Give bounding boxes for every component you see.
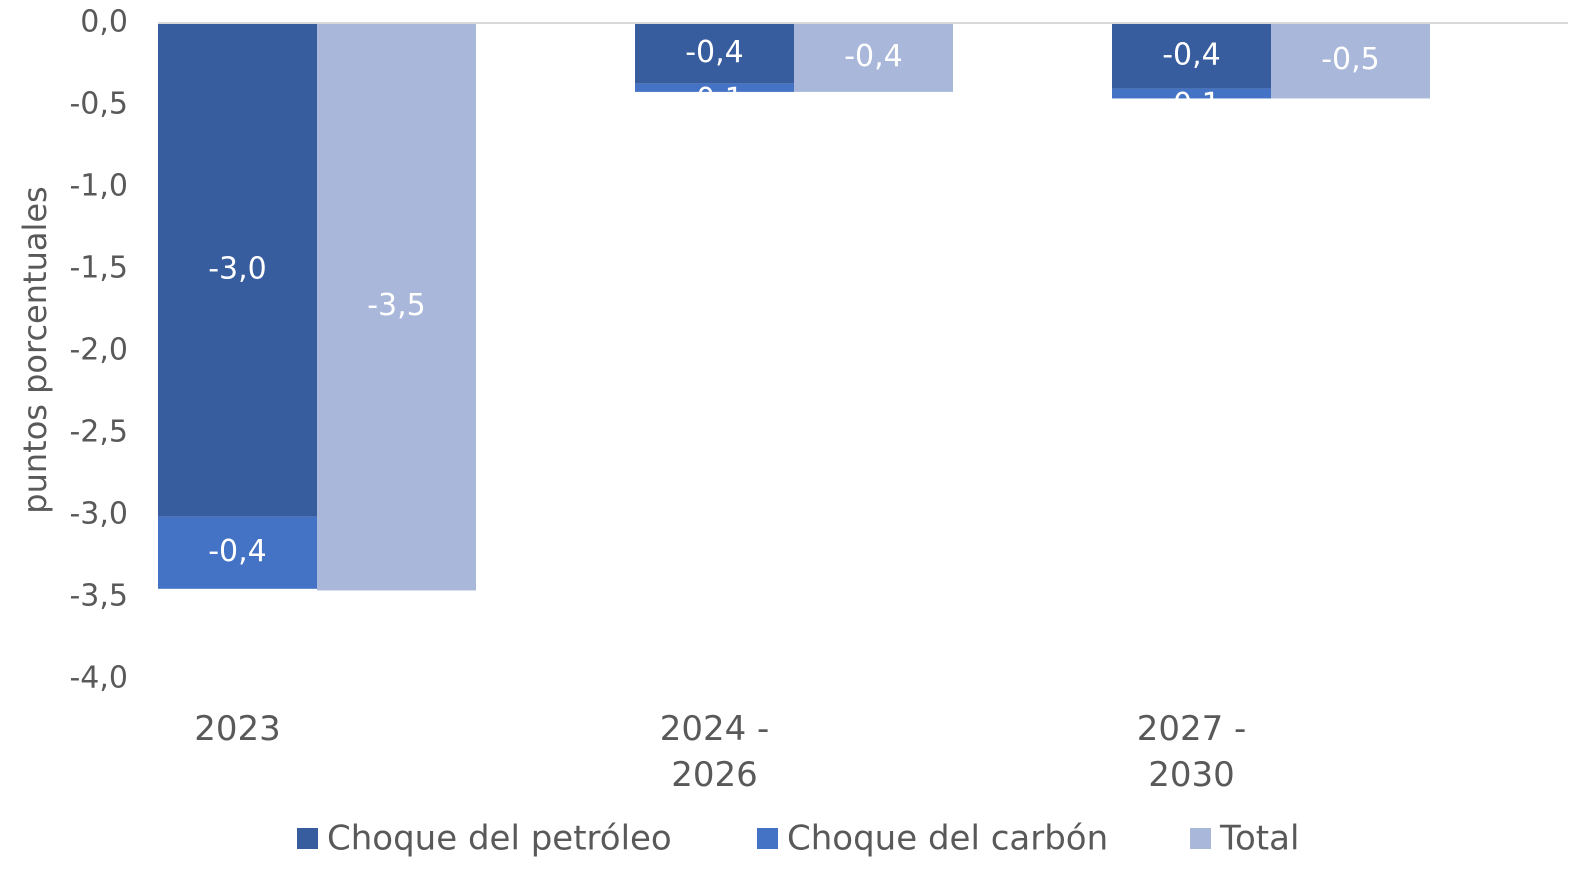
data-label: -0,4 — [844, 39, 903, 74]
bar — [1112, 23, 1271, 89]
y-tick-label: -3,5 — [69, 579, 128, 614]
x-tick-label: 2027 - 2030 — [1136, 709, 1247, 795]
bar — [317, 23, 476, 591]
bar — [635, 83, 794, 92]
y-tick-label: 0,0 — [80, 5, 128, 40]
bar — [635, 23, 794, 84]
data-label: -0,4 — [208, 534, 267, 569]
legend-swatch — [1190, 828, 1211, 849]
y-tick-label: -0,5 — [69, 87, 128, 122]
y-tick-label: -2,5 — [69, 415, 128, 450]
y-tick-label: -1,0 — [69, 169, 128, 204]
data-label: -0,4 — [685, 35, 744, 70]
legend-swatch — [757, 828, 778, 849]
bar — [1112, 88, 1271, 99]
bar — [794, 23, 953, 92]
y-tick-label: -3,0 — [69, 497, 128, 532]
y-axis-label: puntos porcentuales — [16, 186, 54, 513]
legend-label: Choque del carbón — [787, 819, 1108, 859]
y-tick-label: -1,5 — [69, 251, 128, 286]
y-tick-label: -2,0 — [69, 333, 128, 368]
bar — [158, 23, 317, 517]
bar — [158, 516, 317, 589]
x-tick-label: 2023 — [194, 709, 281, 749]
legend-swatch — [297, 828, 318, 849]
y-tick-label: -4,0 — [69, 661, 128, 696]
data-label: -0,1 — [685, 82, 744, 117]
data-label: -0,5 — [1321, 42, 1380, 77]
legend-label: Choque del petróleo — [327, 819, 672, 859]
legend-label: Total — [1219, 819, 1299, 859]
bar — [1271, 23, 1430, 99]
data-label: -3,0 — [208, 251, 267, 286]
x-tick-label: 2024 - 2026 — [659, 709, 770, 795]
data-label: -3,5 — [367, 288, 426, 323]
data-label: -0,1 — [1162, 87, 1221, 122]
data-label: -0,4 — [1162, 37, 1221, 72]
